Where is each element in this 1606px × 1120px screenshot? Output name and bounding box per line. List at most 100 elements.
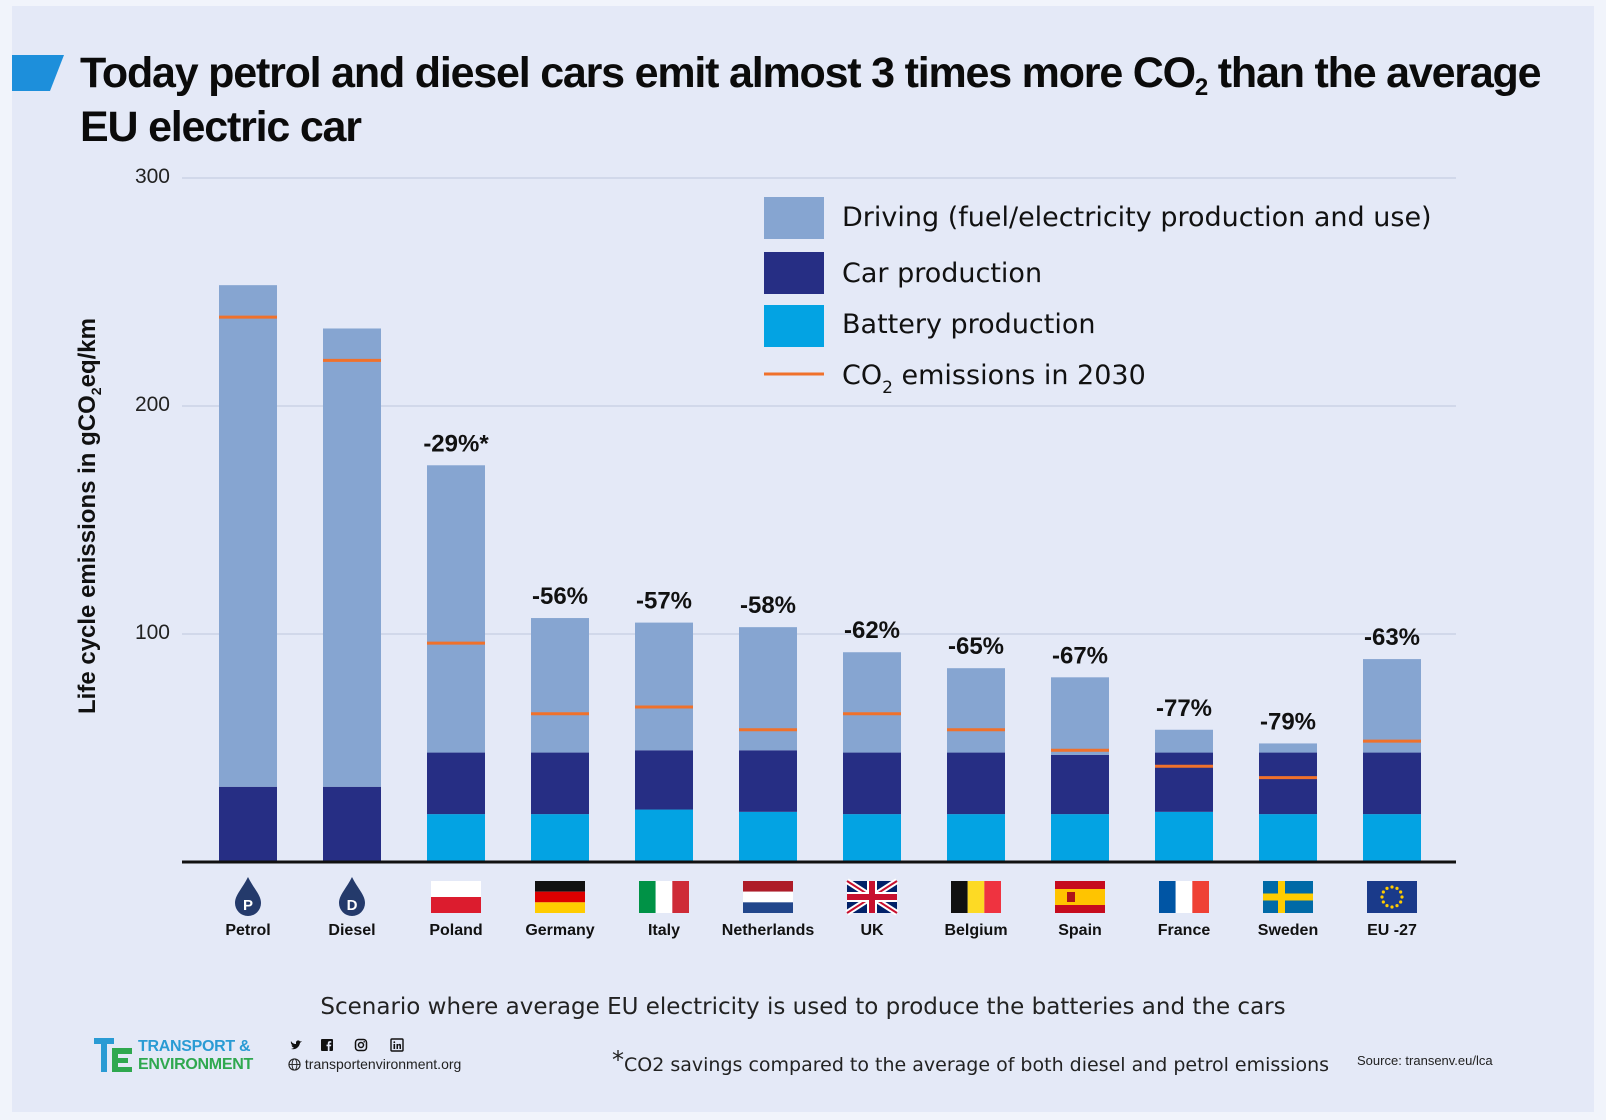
flag-netherlands-icon <box>743 881 793 913</box>
y-tick-label-100: 100 <box>135 621 170 644</box>
category-label-eu-27: EU -27 <box>1367 922 1417 939</box>
legend-label-car-production: Car production <box>842 258 1042 289</box>
legend-swatch-car-production <box>764 252 824 294</box>
bar-eu-27-series-1 <box>1363 752 1421 815</box>
bar-diesel-series-1 <box>323 786 381 862</box>
legend-swatch-driving <box>764 197 824 239</box>
category-label-uk: UK <box>860 922 884 939</box>
labels-layer: Petrol Diesel Poland -29%* Germany -56% Italy -… <box>225 430 1420 939</box>
bar-france-series-2 <box>1155 729 1213 753</box>
bar-netherlands-series-0 <box>739 811 797 862</box>
category-label-belgium: Belgium <box>944 922 1007 939</box>
brand-name-line2: ENVIRONMENT <box>138 1056 253 1073</box>
flag-uk-icon <box>845 878 899 916</box>
bar-france-series-1 <box>1155 752 1213 812</box>
legend-label-driving: Driving (fuel/electricity production and… <box>842 202 1432 233</box>
bars-layer <box>182 285 1456 864</box>
bar-poland-series-0 <box>427 814 485 862</box>
bar-germany-series-2 <box>531 618 589 753</box>
category-label-diesel: Diesel <box>328 922 375 939</box>
category-label-france: France <box>1158 922 1211 939</box>
footnote-star: * <box>612 1046 624 1074</box>
social-links: transportenvironment.org <box>288 1036 508 1076</box>
bar-sweden-series-2 <box>1259 743 1317 753</box>
chart-title: Today petrol and diesel cars emit almost… <box>80 49 1542 151</box>
bar-sweden-series-0 <box>1259 814 1317 862</box>
bar-belgium-series-1 <box>947 752 1005 815</box>
category-label-sweden: Sweden <box>1258 922 1318 939</box>
flag-spain-icon <box>1055 881 1105 913</box>
te-logo-icon <box>94 1038 132 1072</box>
diesel-drop-icon: D <box>339 877 365 916</box>
bar-germany-series-0 <box>531 814 589 862</box>
flag-italy-icon <box>639 881 689 913</box>
reduction-label-spain: -67% <box>1052 642 1108 669</box>
reduction-label-germany: -56% <box>532 583 588 610</box>
y-axis-label: Life cycle emissions in gCO2eq/km <box>74 318 104 714</box>
bar-diesel-series-2 <box>323 328 381 787</box>
y-tick-label-300: 300 <box>135 165 170 188</box>
flag-belgium-icon <box>951 881 1001 913</box>
reduction-label-uk: -62% <box>844 617 900 644</box>
reduction-label-eu-27: -63% <box>1364 624 1420 651</box>
bar-poland-series-2 <box>427 465 485 753</box>
source-note: Source: transenv.eu/lca <box>1357 1053 1493 1068</box>
legend: Driving (fuel/electricity production and… <box>764 197 1432 398</box>
bar-uk-series-2 <box>843 652 901 753</box>
globe-icon <box>288 1058 301 1071</box>
bar-petrol-series-1 <box>219 786 277 862</box>
linkedin-icon[interactable] <box>390 1038 404 1052</box>
flag-eu-icon <box>1367 881 1417 913</box>
bar-italy-series-1 <box>635 750 693 810</box>
svg-text:D: D <box>347 897 358 914</box>
twitter-icon[interactable] <box>290 1038 304 1052</box>
bar-netherlands-series-1 <box>739 750 797 812</box>
category-label-spain: Spain <box>1058 922 1102 939</box>
category-label-netherlands: Netherlands <box>722 922 815 939</box>
bar-italy-series-0 <box>635 809 693 862</box>
petrol-drop-icon: P <box>235 877 261 916</box>
bar-sweden-series-1 <box>1259 752 1317 815</box>
bar-poland-series-1 <box>427 752 485 815</box>
bar-spain-series-0 <box>1051 814 1109 862</box>
category-label-poland: Poland <box>429 922 482 939</box>
bar-eu-27-series-0 <box>1363 814 1421 862</box>
bar-eu-27-series-2 <box>1363 659 1421 753</box>
footnote: *CO2 savings compared to the average of … <box>612 1046 1329 1076</box>
reduction-label-sweden: -79% <box>1260 708 1316 735</box>
bar-belgium-series-0 <box>947 814 1005 862</box>
instagram-icon[interactable] <box>354 1038 368 1052</box>
grid-layer: 100 200 300 <box>135 165 1456 644</box>
bar-spain-series-2 <box>1051 677 1109 755</box>
website-link[interactable]: transportenvironment.org <box>288 1056 461 1072</box>
facebook-icon[interactable] <box>320 1038 334 1052</box>
bar-uk-series-0 <box>843 814 901 862</box>
bar-uk-series-1 <box>843 752 901 815</box>
legend-swatch-battery-production <box>764 305 824 347</box>
brand-logo: TRANSPORT & ENVIRONMENT <box>94 1036 284 1082</box>
legend-label-battery-production: Battery production <box>842 309 1096 340</box>
footnote-text: CO2 savings compared to the average of b… <box>624 1054 1330 1076</box>
flag-sweden-icon <box>1263 881 1313 913</box>
infographic-card: Today petrol and diesel cars emit almost… <box>12 6 1594 1112</box>
category-label-italy: Italy <box>648 922 680 939</box>
bar-france-series-0 <box>1155 811 1213 862</box>
bar-spain-series-1 <box>1051 754 1109 815</box>
x-axis-label: Scenario where average EU electricity is… <box>320 994 1286 1020</box>
reduction-label-italy: -57% <box>636 588 692 615</box>
bar-germany-series-1 <box>531 752 589 815</box>
bar-belgium-series-2 <box>947 668 1005 753</box>
reduction-label-belgium: -65% <box>948 633 1004 660</box>
reduction-label-france: -77% <box>1156 695 1212 722</box>
flag-france-icon <box>1159 881 1209 913</box>
legend-label-co2-2030: CO2 emissions in 2030 <box>842 360 1146 398</box>
flag-germany-icon <box>535 881 585 913</box>
bar-petrol-series-2 <box>219 285 277 787</box>
svg-text:P: P <box>243 897 253 914</box>
flag-poland-icon <box>431 881 481 913</box>
bar-italy-series-2 <box>635 622 693 751</box>
category-label-petrol: Petrol <box>225 922 270 939</box>
bar-netherlands-series-2 <box>739 627 797 751</box>
